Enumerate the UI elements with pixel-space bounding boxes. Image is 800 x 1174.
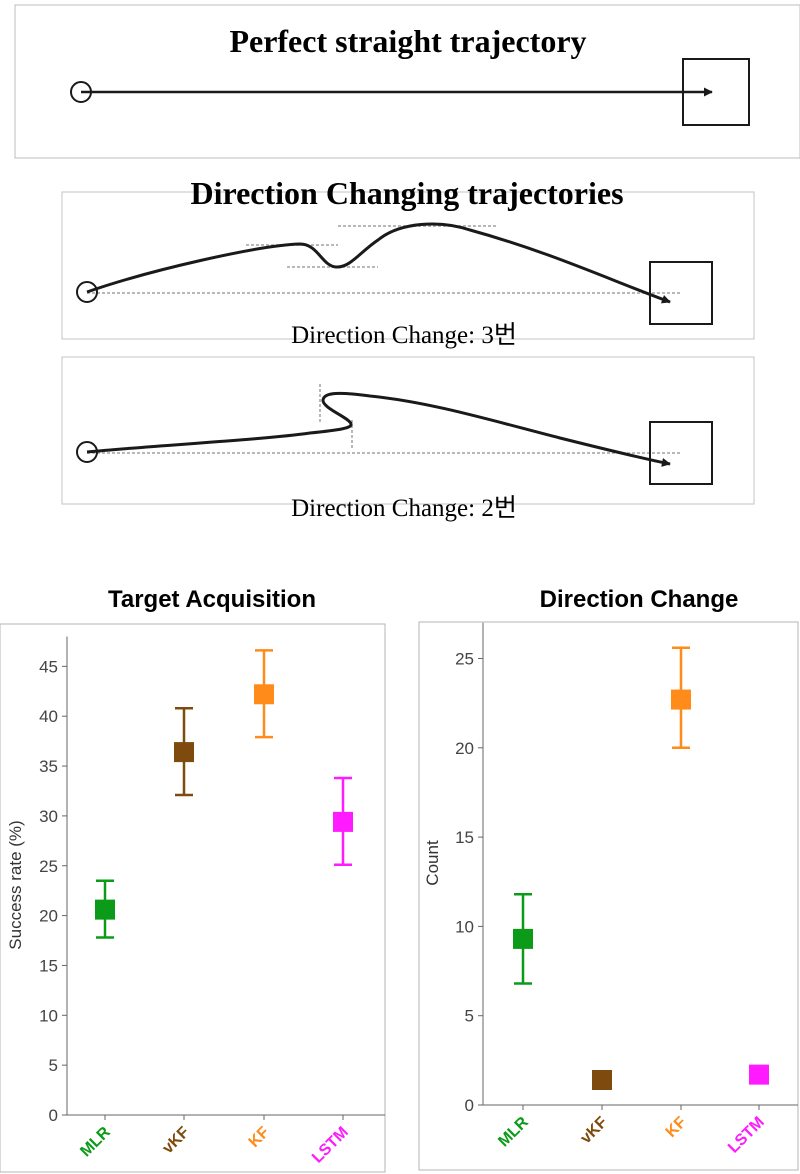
- y-tick-label: 25: [39, 857, 58, 876]
- x-tick-label-lstm: LSTM: [309, 1124, 352, 1167]
- y-tick-label: 30: [39, 807, 58, 826]
- guide-lines-2: [87, 384, 680, 454]
- data-point-lstm: [333, 811, 353, 832]
- target-acquisition-chart: Target Acquisition Success rate (%) 0 5 10…: [0, 586, 386, 1173]
- straight-trajectory-panel: Perfect straight trajectory: [14, 4, 800, 159]
- data-point-mlr: [513, 928, 533, 949]
- y-tick-label: 0: [49, 1106, 58, 1125]
- y-tick-label: 10: [455, 917, 474, 936]
- y-tick-label: 20: [455, 739, 474, 758]
- straight-panel-title: Perfect straight trajectory: [229, 23, 586, 59]
- data-point-lstm: [749, 1064, 769, 1085]
- trajectory-path-2: [86, 391, 671, 467]
- trajectory-frame-2: [61, 356, 755, 505]
- y-tick-label: 35: [39, 757, 58, 776]
- target-square: [682, 58, 750, 126]
- direction-change-caption-1: Direction Change: 3번: [291, 321, 517, 349]
- y-tick-label: 5: [465, 1007, 474, 1026]
- direction-changing-panel: Direction Changing trajectories Directio…: [61, 175, 755, 522]
- chart-frame-1: [0, 623, 386, 1173]
- start-circle-1: [76, 281, 98, 303]
- y-tick-label: 10: [39, 1006, 58, 1025]
- data-point-vkf: [174, 742, 194, 763]
- data-point-kf: [671, 689, 691, 710]
- direction-change-chart: Direction Change Count 0 5 10 15 20 25 MLR vKF K…: [418, 586, 799, 1171]
- axes-1: 0 5 10 15 20 25 30 35 40 45 MLR vKF KF LSTM: [39, 636, 385, 1167]
- y-tick-label: 25: [455, 650, 474, 669]
- x-tick-label-vkf: vKF: [577, 1114, 611, 1148]
- marks-1: [95, 649, 353, 939]
- chart-title-direction-change: Direction Change: [540, 586, 739, 613]
- straight-panel-frame: [14, 4, 800, 159]
- y-tick-label: 0: [465, 1096, 474, 1115]
- y-tick-label: 5: [49, 1056, 58, 1075]
- y-axis-label-count: Count: [423, 840, 442, 886]
- target-square-2: [649, 421, 713, 485]
- x-tick-label-kf: KF: [246, 1124, 273, 1151]
- data-point-kf: [254, 684, 274, 705]
- changing-panel-title: Direction Changing trajectories: [190, 175, 623, 211]
- marks-2: [513, 646, 769, 1090]
- x-tick-label-mlr: MLR: [495, 1113, 532, 1150]
- y-tick-label: 15: [455, 828, 474, 847]
- direction-change-caption-2: Direction Change: 2번: [291, 494, 517, 522]
- x-tick-label-mlr: MLR: [77, 1123, 114, 1160]
- data-point-vkf: [592, 1069, 612, 1090]
- y-axis-label-success-rate: Success rate (%): [6, 820, 25, 949]
- y-tick-label: 45: [39, 657, 58, 676]
- chart-frame-2: [418, 621, 799, 1171]
- data-point-mlr: [95, 899, 115, 920]
- trajectory-path-1: [86, 222, 671, 304]
- y-tick-label: 15: [39, 956, 58, 975]
- x-tick-label-vkf: vKF: [159, 1124, 193, 1158]
- y-tick-label: 20: [39, 907, 58, 926]
- y-tick-label: 40: [39, 707, 58, 726]
- chart-title-target-acquisition: Target Acquisition: [108, 586, 316, 613]
- target-square-1: [649, 261, 713, 325]
- x-tick-label-kf: KF: [663, 1114, 690, 1141]
- axes-2: 0 5 10 15 20 25 MLR vKF KF LSTM: [455, 622, 798, 1157]
- x-tick-label-lstm: LSTM: [725, 1114, 768, 1157]
